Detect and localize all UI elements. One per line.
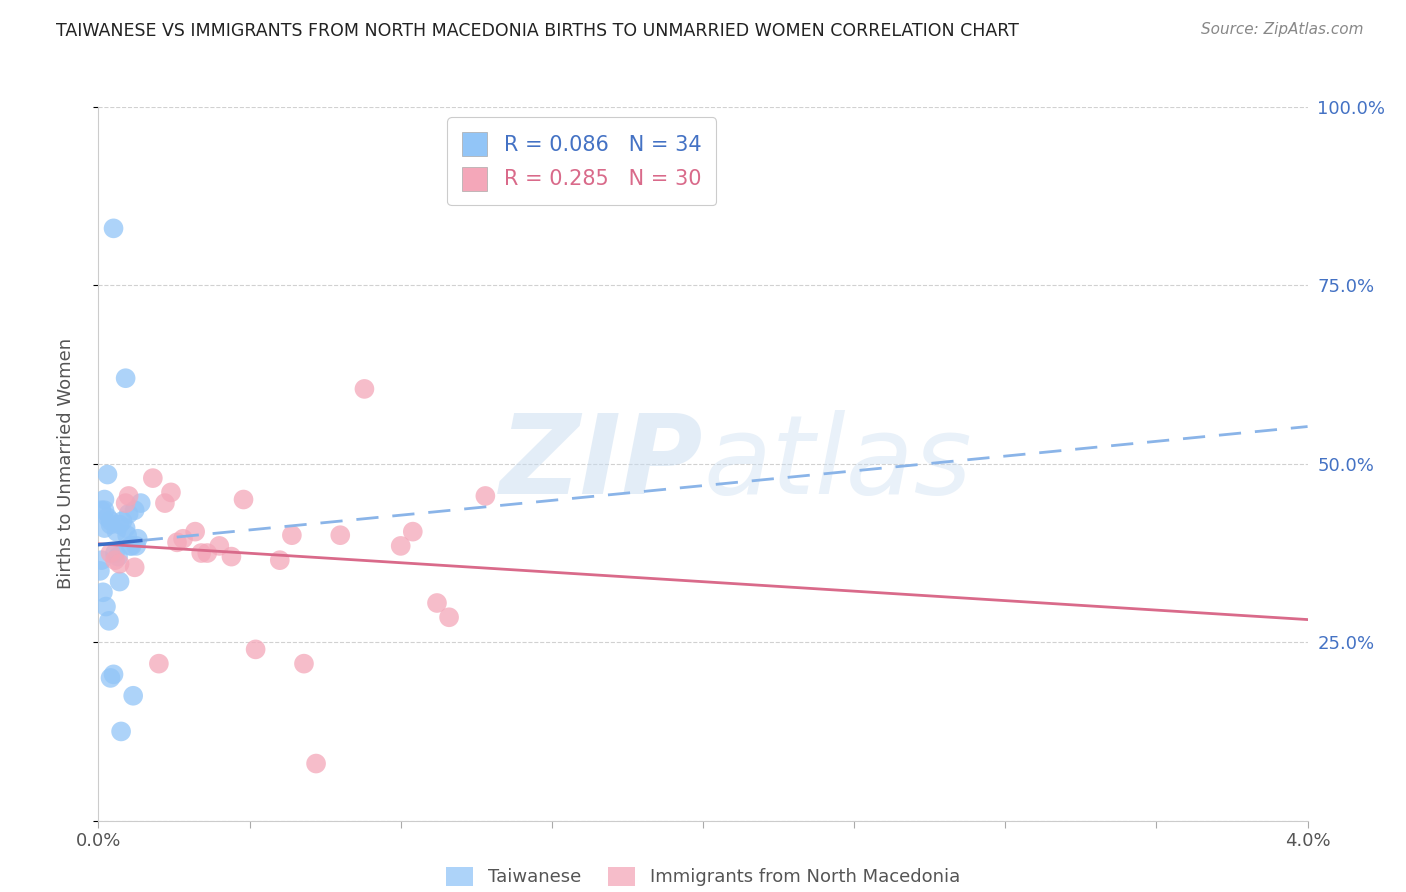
Point — [281, 528, 304, 542]
Point — [91, 585, 114, 599]
Point — [114, 521, 136, 535]
Point — [195, 546, 218, 560]
Point — [292, 657, 315, 671]
Point — [148, 657, 170, 671]
Point — [90, 553, 112, 567]
Point — [104, 546, 127, 560]
Point — [104, 553, 127, 567]
Point — [305, 756, 328, 771]
Text: ZIP: ZIP — [499, 410, 703, 517]
Point — [100, 514, 122, 528]
Point — [93, 492, 115, 507]
Text: Source: ZipAtlas.com: Source: ZipAtlas.com — [1201, 22, 1364, 37]
Point — [90, 503, 112, 517]
Point — [437, 610, 460, 624]
Point — [93, 521, 115, 535]
Point — [105, 524, 128, 539]
Point — [245, 642, 267, 657]
Point — [190, 546, 212, 560]
Point — [108, 557, 131, 571]
Point — [108, 574, 131, 589]
Point — [108, 517, 131, 532]
Point — [111, 514, 134, 528]
Point — [100, 517, 122, 532]
Point — [110, 724, 132, 739]
Point — [208, 539, 231, 553]
Point — [115, 528, 138, 542]
Point — [125, 539, 148, 553]
Point — [96, 467, 118, 482]
Point — [474, 489, 496, 503]
Point — [103, 221, 125, 235]
Point — [121, 539, 143, 553]
Point — [127, 532, 149, 546]
Point — [114, 371, 136, 385]
Point — [96, 510, 118, 524]
Point — [153, 496, 176, 510]
Point — [389, 539, 412, 553]
Point — [402, 524, 425, 539]
Point — [124, 503, 146, 517]
Point — [122, 689, 145, 703]
Point — [100, 671, 122, 685]
Point — [129, 496, 152, 510]
Point — [118, 489, 141, 503]
Point — [124, 560, 146, 574]
Y-axis label: Births to Unmarried Women: Births to Unmarried Women — [56, 338, 75, 590]
Point — [98, 614, 121, 628]
Point — [184, 524, 207, 539]
Point — [100, 546, 122, 560]
Point — [93, 503, 115, 517]
Point — [232, 492, 254, 507]
Point — [426, 596, 449, 610]
Point — [114, 496, 136, 510]
Point — [94, 599, 117, 614]
Point — [269, 553, 291, 567]
Point — [118, 507, 141, 521]
Point — [166, 535, 188, 549]
Point — [107, 549, 129, 564]
Point — [221, 549, 243, 564]
Point — [120, 539, 142, 553]
Text: atlas: atlas — [703, 410, 972, 517]
Point — [142, 471, 165, 485]
Point — [353, 382, 375, 396]
Point — [103, 667, 125, 681]
Point — [160, 485, 183, 500]
Point — [329, 528, 352, 542]
Text: TAIWANESE VS IMMIGRANTS FROM NORTH MACEDONIA BIRTHS TO UNMARRIED WOMEN CORRELATI: TAIWANESE VS IMMIGRANTS FROM NORTH MACED… — [56, 22, 1019, 40]
Legend: Taiwanese, Immigrants from North Macedonia: Taiwanese, Immigrants from North Macedon… — [439, 860, 967, 892]
Point — [172, 532, 194, 546]
Point — [89, 564, 111, 578]
